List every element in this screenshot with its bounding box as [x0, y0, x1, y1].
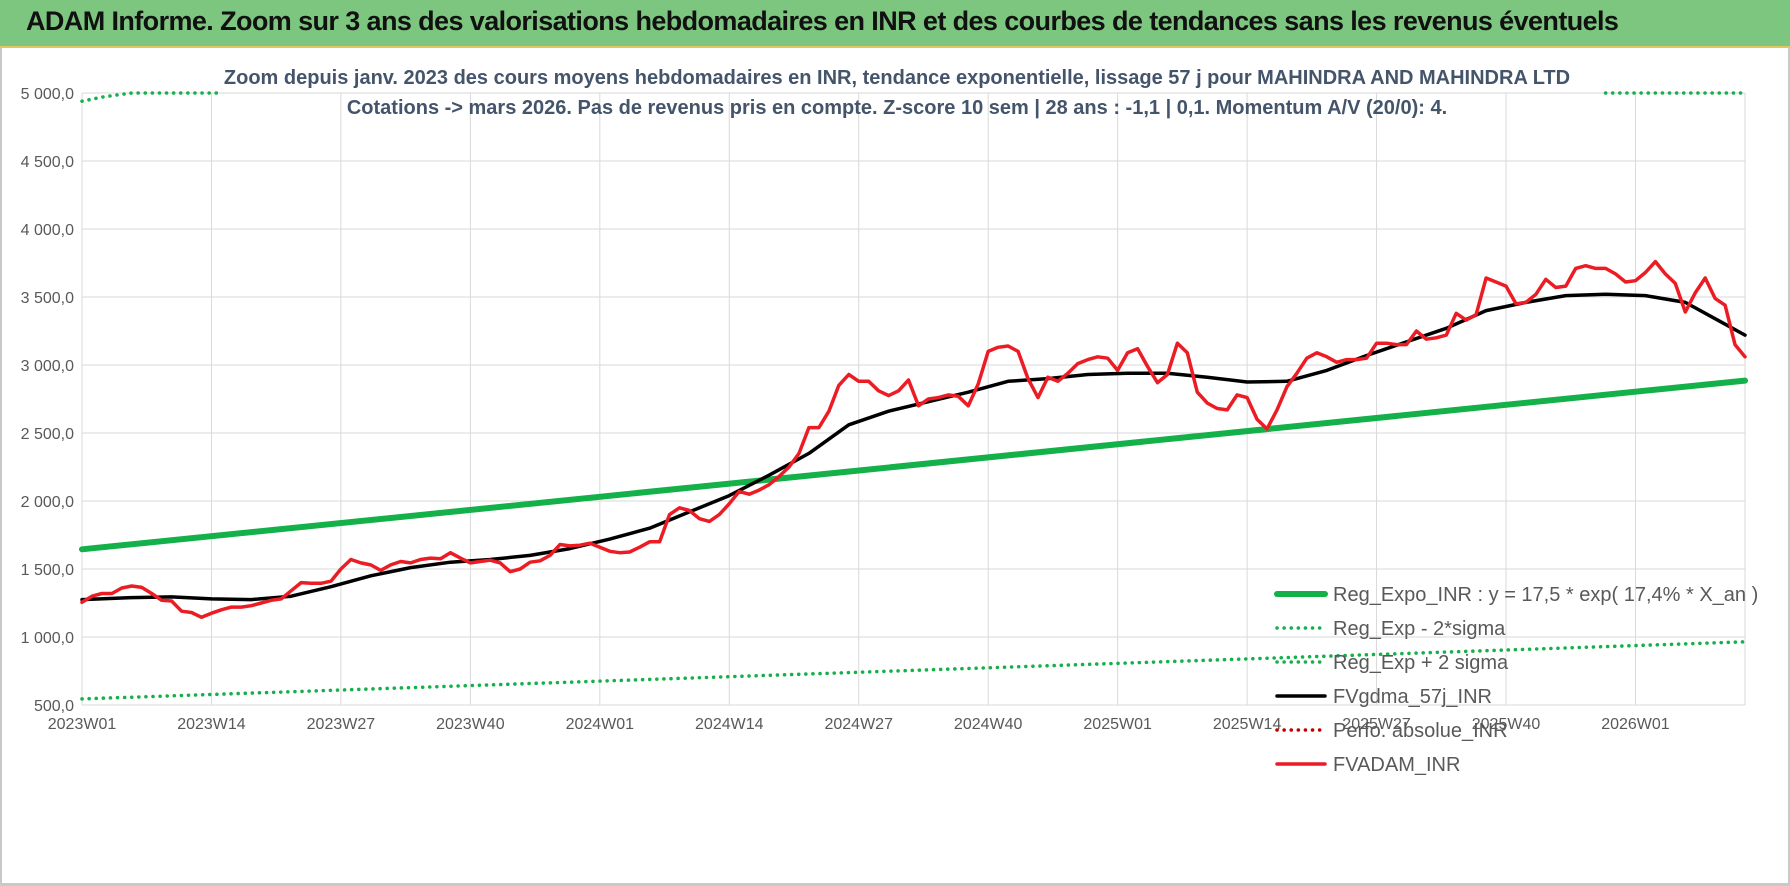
grid [81, 92, 1746, 706]
y-tick-label: 1 000,0 [21, 630, 74, 647]
y-tick-label: 3 500,0 [21, 290, 74, 307]
x-tick-label: 2024W40 [954, 716, 1023, 733]
legend: Reg_Expo_INR : y = 17,5 * exp( 17,4% * X… [1274, 584, 1758, 776]
y-tick-label: 3 000,0 [21, 358, 74, 375]
legend-label: FVgdma_57j_INR [1333, 686, 1492, 708]
series-line-fvgdma-57j-inr [80, 292, 1747, 602]
x-tick-label: 2023W14 [177, 716, 246, 733]
legend-label: FVADAM_INR [1333, 754, 1460, 776]
y-axis-labels: 500,0 1 000,0 1 500,0 2 000,0 2 500,0 3 000,0… [21, 86, 74, 715]
x-tick-label: 2024W14 [695, 716, 764, 733]
x-tick-label: 2023W27 [307, 716, 376, 733]
y-tick-label: 2 500,0 [21, 426, 74, 443]
x-tick-label: 2026W01 [1601, 716, 1670, 733]
y-tick-label: 5 000,0 [21, 86, 74, 103]
chart-title: Zoom depuis janv. 2023 des cours moyens … [224, 67, 1570, 89]
legend-label: Reg_Expo_INR : y = 17,5 * exp( 17,4% * X… [1333, 584, 1758, 606]
series-group [79, 91, 1748, 701]
legend-label: Reg_Exp + 2 sigma [1333, 652, 1509, 674]
x-tick-label: 2025W40 [1472, 716, 1541, 733]
y-tick-label: 1 500,0 [21, 562, 74, 579]
series-line-fvadam-inr [80, 259, 1747, 620]
line-chart: 500,0 1 000,0 1 500,0 2 000,0 2 500,0 3 000,0… [21, 67, 1759, 776]
x-tick-label: 2025W14 [1213, 716, 1282, 733]
y-tick-label: 4 000,0 [21, 222, 74, 239]
banner-title: ADAM Informe. Zoom sur 3 ans des valoris… [26, 6, 1619, 36]
series-line-reg-expo-inr-y-17-5-exp-17-4-x [79, 377, 1748, 553]
x-axis-labels: 2023W01 2023W14 2023W27 2023W40 2024W01 2024W… [48, 716, 1670, 733]
x-tick-label: 2023W01 [48, 716, 117, 733]
header-banner: ADAM Informe. Zoom sur 3 ans des valoris… [0, 0, 1790, 48]
series-line-reg-exp-2-sigma [80, 640, 1747, 701]
legend-label: Perfo. absolue_INR [1333, 720, 1508, 742]
x-tick-label: 2024W01 [566, 716, 635, 733]
y-tick-label: 2 000,0 [21, 494, 74, 511]
chart-subtitle: Cotations -> mars 2026. Pas de revenus p… [347, 97, 1447, 119]
chart-frame: 500,0 1 000,0 1 500,0 2 000,0 2 500,0 3 000,0… [0, 48, 1790, 886]
legend-label: Reg_Exp - 2*sigma [1333, 618, 1506, 640]
series-line-reg-exp-2-sigma [80, 91, 224, 103]
x-tick-label: 2025W01 [1083, 716, 1152, 733]
x-tick-label: 2025W27 [1342, 716, 1411, 733]
x-tick-label: 2023W40 [436, 716, 505, 733]
y-tick-label: 4 500,0 [21, 154, 74, 171]
x-tick-label: 2024W27 [824, 716, 893, 733]
y-tick-label: 500,0 [34, 698, 74, 715]
